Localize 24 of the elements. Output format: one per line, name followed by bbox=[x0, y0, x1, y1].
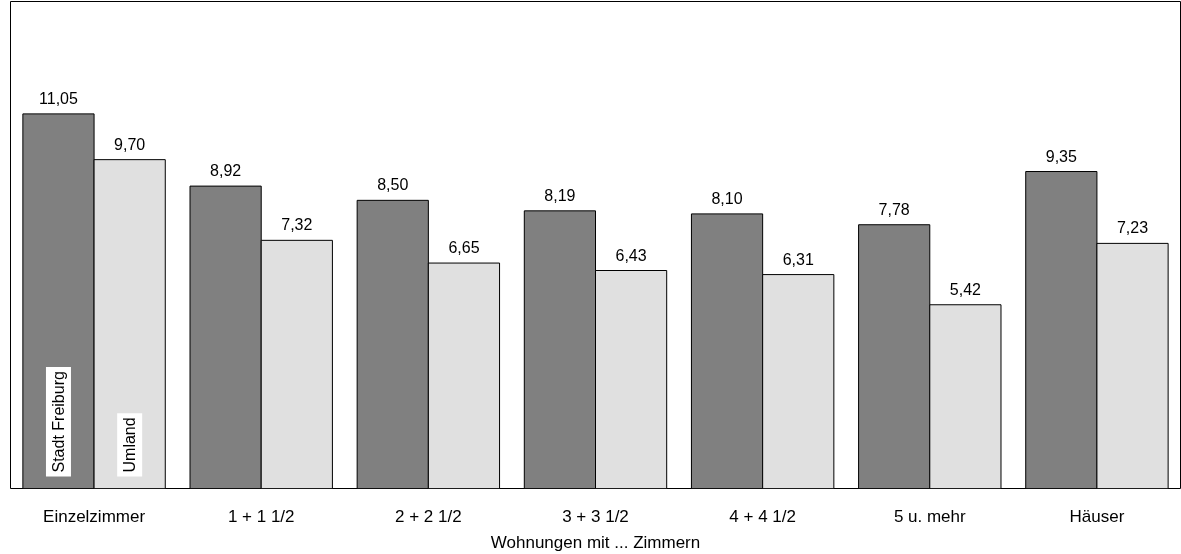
data-label: 6,65 bbox=[448, 239, 480, 257]
data-label: 8,19 bbox=[544, 186, 576, 204]
data-label: 8,92 bbox=[210, 162, 242, 180]
data-label: 5,42 bbox=[949, 280, 982, 298]
x-axis-title: Wohnungen mit ... Zimmern bbox=[490, 532, 701, 552]
x-tick-label: Häuser bbox=[1069, 506, 1125, 526]
data-label: 9,35 bbox=[1045, 147, 1077, 165]
data-label: 6,31 bbox=[782, 250, 814, 268]
x-tick-label: Einzelzimmer bbox=[43, 506, 146, 526]
x-tick-label: 2 + 2 1/2 bbox=[395, 506, 462, 526]
data-label: 7,78 bbox=[878, 200, 910, 218]
x-tick-label: 1 + 1 1/2 bbox=[227, 506, 295, 526]
data-label: 8,10 bbox=[711, 189, 743, 207]
data-label: 7,23 bbox=[1116, 219, 1149, 237]
data-label: 9,70 bbox=[114, 135, 146, 153]
x-tick-label: 3 + 3 1/2 bbox=[562, 506, 629, 526]
series-label: Umland bbox=[121, 417, 139, 473]
data-label: 6,43 bbox=[615, 246, 647, 264]
x-tick-label: 5 u. mehr bbox=[893, 506, 967, 526]
x-tick-label: 4 + 4 1/2 bbox=[729, 506, 796, 526]
data-label: 11,05 bbox=[39, 89, 78, 107]
data-label: 8,50 bbox=[377, 176, 409, 194]
data-label: 7,32 bbox=[281, 216, 313, 234]
series-label: Stadt Freiburg bbox=[49, 371, 67, 473]
